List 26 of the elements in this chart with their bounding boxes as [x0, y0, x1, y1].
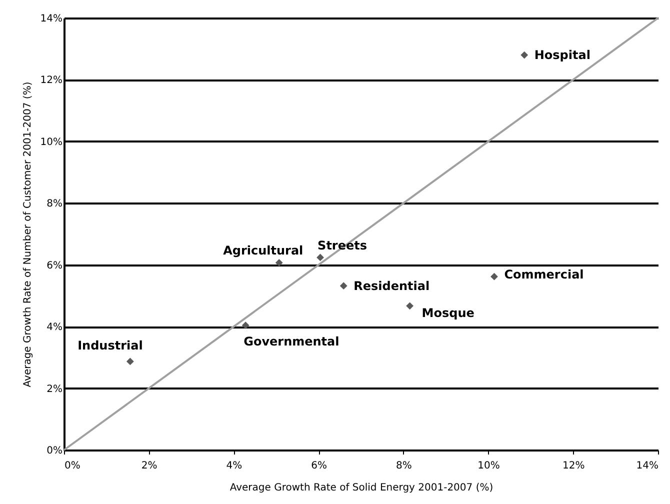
y-tick-label: 6% — [46, 260, 62, 272]
x-tick-label: 0% — [64, 460, 80, 472]
y-tick-label: 4% — [46, 322, 62, 334]
y-tick-label: 2% — [46, 384, 62, 395]
x-axis-title: Average Growth Rate of Solid Energy 2001-2007 (%) — [230, 482, 494, 494]
annotation: Governmental — [244, 334, 340, 348]
annotation: Residential — [354, 278, 430, 293]
annotation: Industrial — [78, 338, 143, 352]
y-tick-label: 12% — [40, 75, 62, 86]
x-tick-label: 8% — [396, 460, 412, 472]
y-tick-label: 8% — [46, 198, 62, 210]
x-tick-label: 14% — [636, 460, 658, 472]
y-tick-label: 10% — [40, 136, 62, 148]
annotation: Agricultural — [223, 244, 304, 258]
x-tick-label: 6% — [311, 460, 328, 472]
y-axis-title: Average Growth Rate of Number of Customer 2001-2007 (%) — [22, 82, 34, 388]
x-tick-label: 12% — [562, 460, 585, 472]
x-tick-label: 4% — [226, 460, 242, 472]
y-tick-label: 14% — [40, 14, 62, 24]
annotation: Streets — [318, 238, 367, 252]
annotation: Hospital — [534, 48, 590, 62]
x-tick-label: 2% — [141, 460, 158, 472]
annotation: Mosque — [422, 306, 474, 320]
y-tick-label: 0% — [46, 446, 62, 456]
x-tick-label: 10% — [478, 460, 500, 472]
annotation: Commercial — [504, 268, 584, 282]
